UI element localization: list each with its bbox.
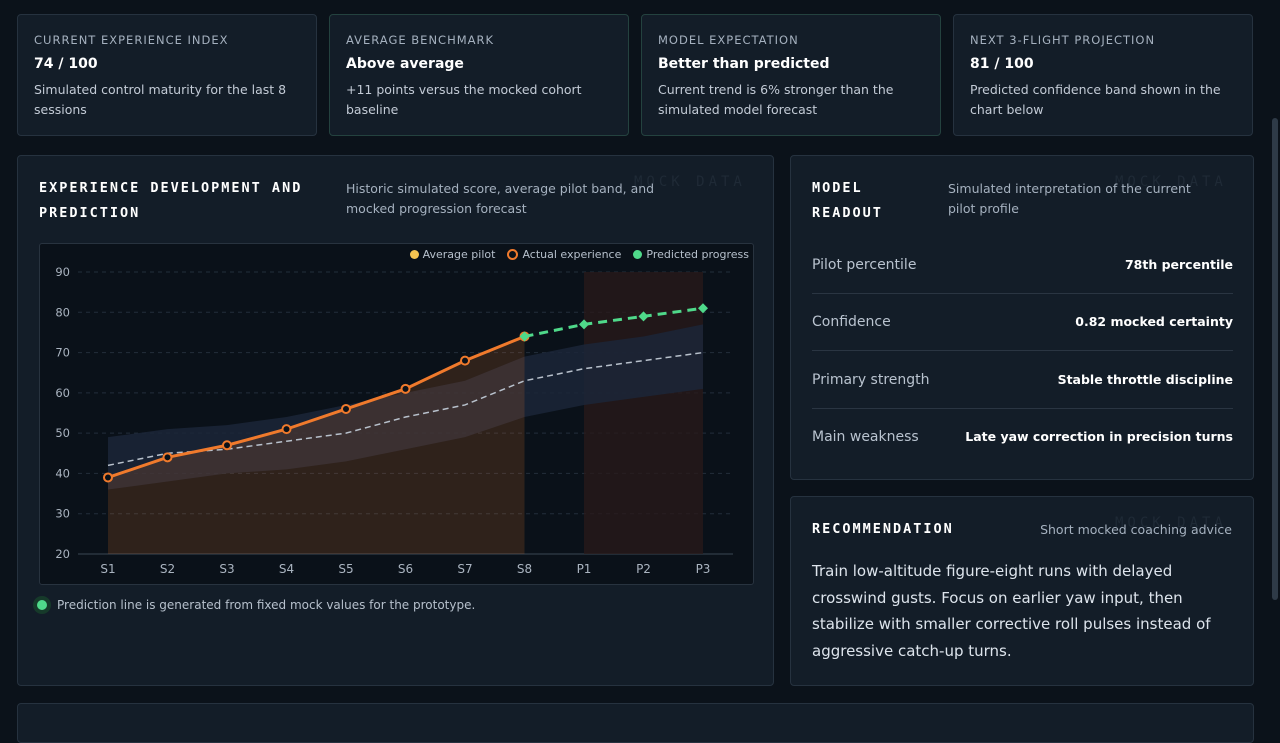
stat-value: Above average: [346, 56, 464, 72]
legend-item-average[interactable]: Average pilot: [409, 248, 496, 261]
recommendation-text: Train low-altitude figure-eight runs wit…: [812, 562, 1211, 660]
readout-row-weakness: Main weakness Late yaw correction in pre…: [812, 408, 1233, 465]
model-readout-panel: MOCK DATA MODEL READOUT Simulated interp…: [790, 155, 1254, 480]
predicted-line: [524, 306, 704, 338]
row-label: Main weakness: [812, 428, 919, 445]
readout-title-line2: READOUT: [812, 205, 883, 221]
stat-card-next-projection: NEXT 3-FLIGHT PROJECTION 81 / 100 Predic…: [953, 14, 1253, 136]
legend-dot-predicted: [633, 250, 643, 259]
row-value: Stable throttle discipline: [1057, 372, 1233, 387]
row-label: Pilot percentile: [812, 256, 917, 273]
y-tick-label: 70: [55, 346, 70, 360]
stat-description: Current trend is 6% stronger than the si…: [658, 82, 894, 117]
y-tick-label: 20: [55, 547, 70, 561]
prediction-indicator-icon: [37, 600, 47, 610]
x-tick-label: S4: [279, 562, 294, 576]
y-tick-label: 60: [55, 386, 70, 400]
x-tick-label: S8: [517, 562, 532, 576]
actual-line: [107, 335, 526, 479]
legend-dot-average: [409, 250, 419, 259]
mock-data-watermark: MOCK DATA: [1115, 515, 1227, 531]
row-value: 78th percentile: [1124, 257, 1233, 272]
legend-dot-actual: [507, 249, 519, 260]
actual-point: [400, 383, 411, 394]
actual-point: [460, 355, 470, 366]
mock-data-watermark: MOCK DATA: [1115, 174, 1227, 190]
legend-label: Average pilot: [422, 248, 496, 261]
stat-card-average-benchmark: AVERAGE BENCHMARK Above average +11 poin…: [329, 14, 629, 136]
readout-title-line1: MODEL: [812, 180, 863, 196]
x-tick-label: P1: [577, 562, 592, 576]
y-tick-label: 30: [55, 507, 70, 521]
chart-title-line2: PREDICTION: [39, 205, 141, 221]
chart-title-line1: EXPERIENCE DEVELOPMENT AND: [39, 180, 303, 196]
x-tick-label: S3: [219, 562, 234, 576]
legend-label: Actual experience: [522, 248, 622, 261]
readout-row-confidence: Confidence 0.82 mocked certainty: [812, 293, 1233, 351]
stat-description: Predicted confidence band shown in the c…: [970, 82, 1221, 117]
x-tick-label: S7: [457, 562, 472, 576]
recommendation-title: RECOMMENDATION: [812, 521, 954, 537]
y-tick-label: 80: [55, 305, 70, 319]
row-label: Primary strength: [812, 371, 930, 388]
predicted-point: [698, 303, 708, 314]
x-tick-label: S6: [398, 562, 413, 576]
predicted-point: [579, 319, 589, 330]
row-value: Late yaw correction in precision turns: [965, 429, 1233, 444]
x-tick-label: P3: [696, 562, 711, 576]
legend-label: Predicted progress: [646, 248, 749, 261]
actual-point: [281, 424, 292, 435]
predicted-point: [519, 331, 530, 342]
chart-legend: Average pilot Actual experience Predicte…: [409, 248, 749, 261]
experience-chart-svg: 20 30 40 50 60 70 80 90 S1 S2 S3 S4 S5 S6 S7 S8 P1 P2 P3: [55, 265, 733, 576]
x-tick-label: S2: [160, 562, 175, 576]
actual-point: [103, 472, 113, 483]
chart-subtitle: Historic simulated score, average pilot …: [346, 181, 655, 216]
readout-row-strength: Primary strength Stable throttle discipl…: [812, 351, 1233, 409]
stat-description: +11 points versus the mocked cohort base…: [346, 82, 582, 117]
stat-value: 81 / 100: [970, 56, 1034, 72]
y-tick-label: 90: [55, 265, 70, 279]
legend-item-actual[interactable]: Actual experience: [507, 248, 621, 261]
actual-point: [162, 452, 173, 463]
mock-data-watermark: MOCK DATA: [634, 174, 746, 190]
predicted-point: [638, 311, 649, 322]
stat-value: Better than predicted: [658, 56, 830, 72]
readout-row-percentile: Pilot percentile 78th percentile: [812, 236, 1233, 294]
row-value: 0.82 mocked certainty: [1075, 314, 1233, 329]
stat-label: NEXT 3-FLIGHT PROJECTION: [970, 33, 1156, 47]
legend-item-predicted[interactable]: Predicted progress: [633, 248, 749, 261]
footnote-text: Prediction line is generated from fixed …: [57, 598, 476, 612]
x-tick-label: P2: [636, 562, 651, 576]
actual-point: [341, 403, 351, 414]
stat-card-model-expectation: MODEL EXPECTATION Better than predicted …: [641, 14, 941, 136]
stat-label: CURRENT EXPERIENCE INDEX: [34, 33, 229, 47]
actual-area: [108, 336, 525, 554]
y-tick-label: 50: [55, 426, 70, 440]
bottom-panel: [17, 703, 1254, 743]
stat-label: MODEL EXPECTATION: [658, 33, 799, 47]
y-tick-label: 40: [55, 466, 70, 480]
row-label: Confidence: [812, 313, 891, 330]
stat-description: Simulated control maturity for the last …: [34, 82, 287, 117]
chart-area: Average pilot Actual experience Predicte…: [39, 243, 754, 585]
readout-subtitle: Simulated interpretation of the current …: [948, 181, 1191, 216]
stat-label: AVERAGE BENCHMARK: [346, 33, 495, 47]
actual-point: [222, 440, 232, 451]
x-tick-label: S5: [338, 562, 353, 576]
stat-value: 74 / 100: [34, 56, 98, 72]
x-tick-label: S1: [100, 562, 115, 576]
chart-footnote: Prediction line is generated from fixed …: [37, 598, 475, 612]
stat-card-experience-index: CURRENT EXPERIENCE INDEX 74 / 100 Simula…: [17, 14, 317, 136]
page-scrollbar[interactable]: [1272, 118, 1278, 600]
recommendation-panel: MOCK DATA RECOMMENDATION Short mocked co…: [790, 496, 1254, 686]
experience-chart-panel: MOCK DATA EXPERIENCE DEVELOPMENT AND PRE…: [17, 155, 774, 686]
average-band: [108, 324, 703, 490]
recommendation-subtitle: Short mocked coaching advice: [1040, 522, 1232, 537]
